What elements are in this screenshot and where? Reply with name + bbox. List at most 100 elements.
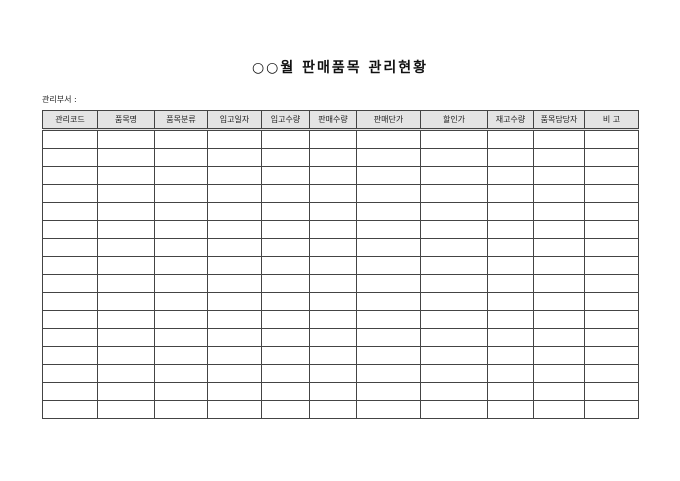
table-cell[interactable] [420,364,488,383]
table-cell[interactable] [97,400,155,419]
table-cell[interactable] [420,310,488,329]
table-cell[interactable] [207,202,262,221]
table-cell[interactable] [154,202,208,221]
table-cell[interactable] [42,166,98,185]
table-cell[interactable] [309,202,357,221]
table-cell[interactable] [309,238,357,257]
table-cell[interactable] [207,400,262,419]
table-cell[interactable] [309,256,357,275]
table-cell[interactable] [533,346,585,365]
table-cell[interactable] [261,274,310,293]
table-cell[interactable] [207,220,262,239]
table-cell[interactable] [154,184,208,203]
table-cell[interactable] [309,166,357,185]
table-cell[interactable] [533,238,585,257]
table-cell[interactable] [42,238,98,257]
table-cell[interactable] [207,346,262,365]
table-cell[interactable] [261,220,310,239]
table-cell[interactable] [309,292,357,311]
table-cell[interactable] [261,184,310,203]
table-cell[interactable] [584,256,639,275]
table-cell[interactable] [487,346,534,365]
table-cell[interactable] [154,256,208,275]
table-cell[interactable] [97,184,155,203]
table-cell[interactable] [584,238,639,257]
table-cell[interactable] [584,328,639,347]
table-cell[interactable] [584,202,639,221]
table-cell[interactable] [584,184,639,203]
table-cell[interactable] [207,382,262,401]
table-cell[interactable] [97,202,155,221]
table-cell[interactable] [309,274,357,293]
table-cell[interactable] [533,328,585,347]
table-cell[interactable] [97,328,155,347]
table-cell[interactable] [97,274,155,293]
table-cell[interactable] [420,166,488,185]
table-cell[interactable] [420,238,488,257]
table-cell[interactable] [154,364,208,383]
table-cell[interactable] [487,202,534,221]
table-cell[interactable] [154,400,208,419]
table-cell[interactable] [584,166,639,185]
table-cell[interactable] [42,400,98,419]
table-cell[interactable] [207,238,262,257]
table-cell[interactable] [42,129,98,149]
table-cell[interactable] [309,382,357,401]
table-cell[interactable] [154,220,208,239]
table-cell[interactable] [261,202,310,221]
table-cell[interactable] [207,328,262,347]
table-cell[interactable] [533,202,585,221]
table-cell[interactable] [309,346,357,365]
table-cell[interactable] [487,364,534,383]
table-cell[interactable] [487,382,534,401]
table-cell[interactable] [356,238,421,257]
table-cell[interactable] [154,238,208,257]
table-cell[interactable] [154,346,208,365]
table-cell[interactable] [356,382,421,401]
table-cell[interactable] [97,238,155,257]
table-cell[interactable] [420,256,488,275]
table-cell[interactable] [584,364,639,383]
table-cell[interactable] [42,184,98,203]
table-cell[interactable] [97,346,155,365]
table-cell[interactable] [97,382,155,401]
table-cell[interactable] [97,292,155,311]
table-cell[interactable] [487,184,534,203]
table-cell[interactable] [309,328,357,347]
table-cell[interactable] [261,310,310,329]
table-cell[interactable] [207,129,262,149]
table-cell[interactable] [487,148,534,167]
table-cell[interactable] [420,148,488,167]
table-cell[interactable] [487,238,534,257]
table-cell[interactable] [356,129,421,149]
table-cell[interactable] [356,328,421,347]
table-cell[interactable] [309,129,357,149]
table-cell[interactable] [487,400,534,419]
table-cell[interactable] [356,220,421,239]
table-cell[interactable] [207,310,262,329]
table-cell[interactable] [97,256,155,275]
table-cell[interactable] [97,129,155,149]
table-cell[interactable] [207,166,262,185]
table-cell[interactable] [487,166,534,185]
table-cell[interactable] [533,292,585,311]
table-cell[interactable] [207,256,262,275]
table-cell[interactable] [207,364,262,383]
table-cell[interactable] [207,184,262,203]
table-cell[interactable] [356,364,421,383]
table-cell[interactable] [309,148,357,167]
table-cell[interactable] [261,256,310,275]
table-cell[interactable] [261,129,310,149]
table-cell[interactable] [261,328,310,347]
table-cell[interactable] [420,129,488,149]
table-cell[interactable] [584,292,639,311]
table-cell[interactable] [584,148,639,167]
table-cell[interactable] [42,202,98,221]
table-cell[interactable] [42,292,98,311]
table-cell[interactable] [42,274,98,293]
table-cell[interactable] [154,382,208,401]
table-cell[interactable] [584,382,639,401]
table-cell[interactable] [154,292,208,311]
table-cell[interactable] [42,346,98,365]
table-cell[interactable] [42,364,98,383]
